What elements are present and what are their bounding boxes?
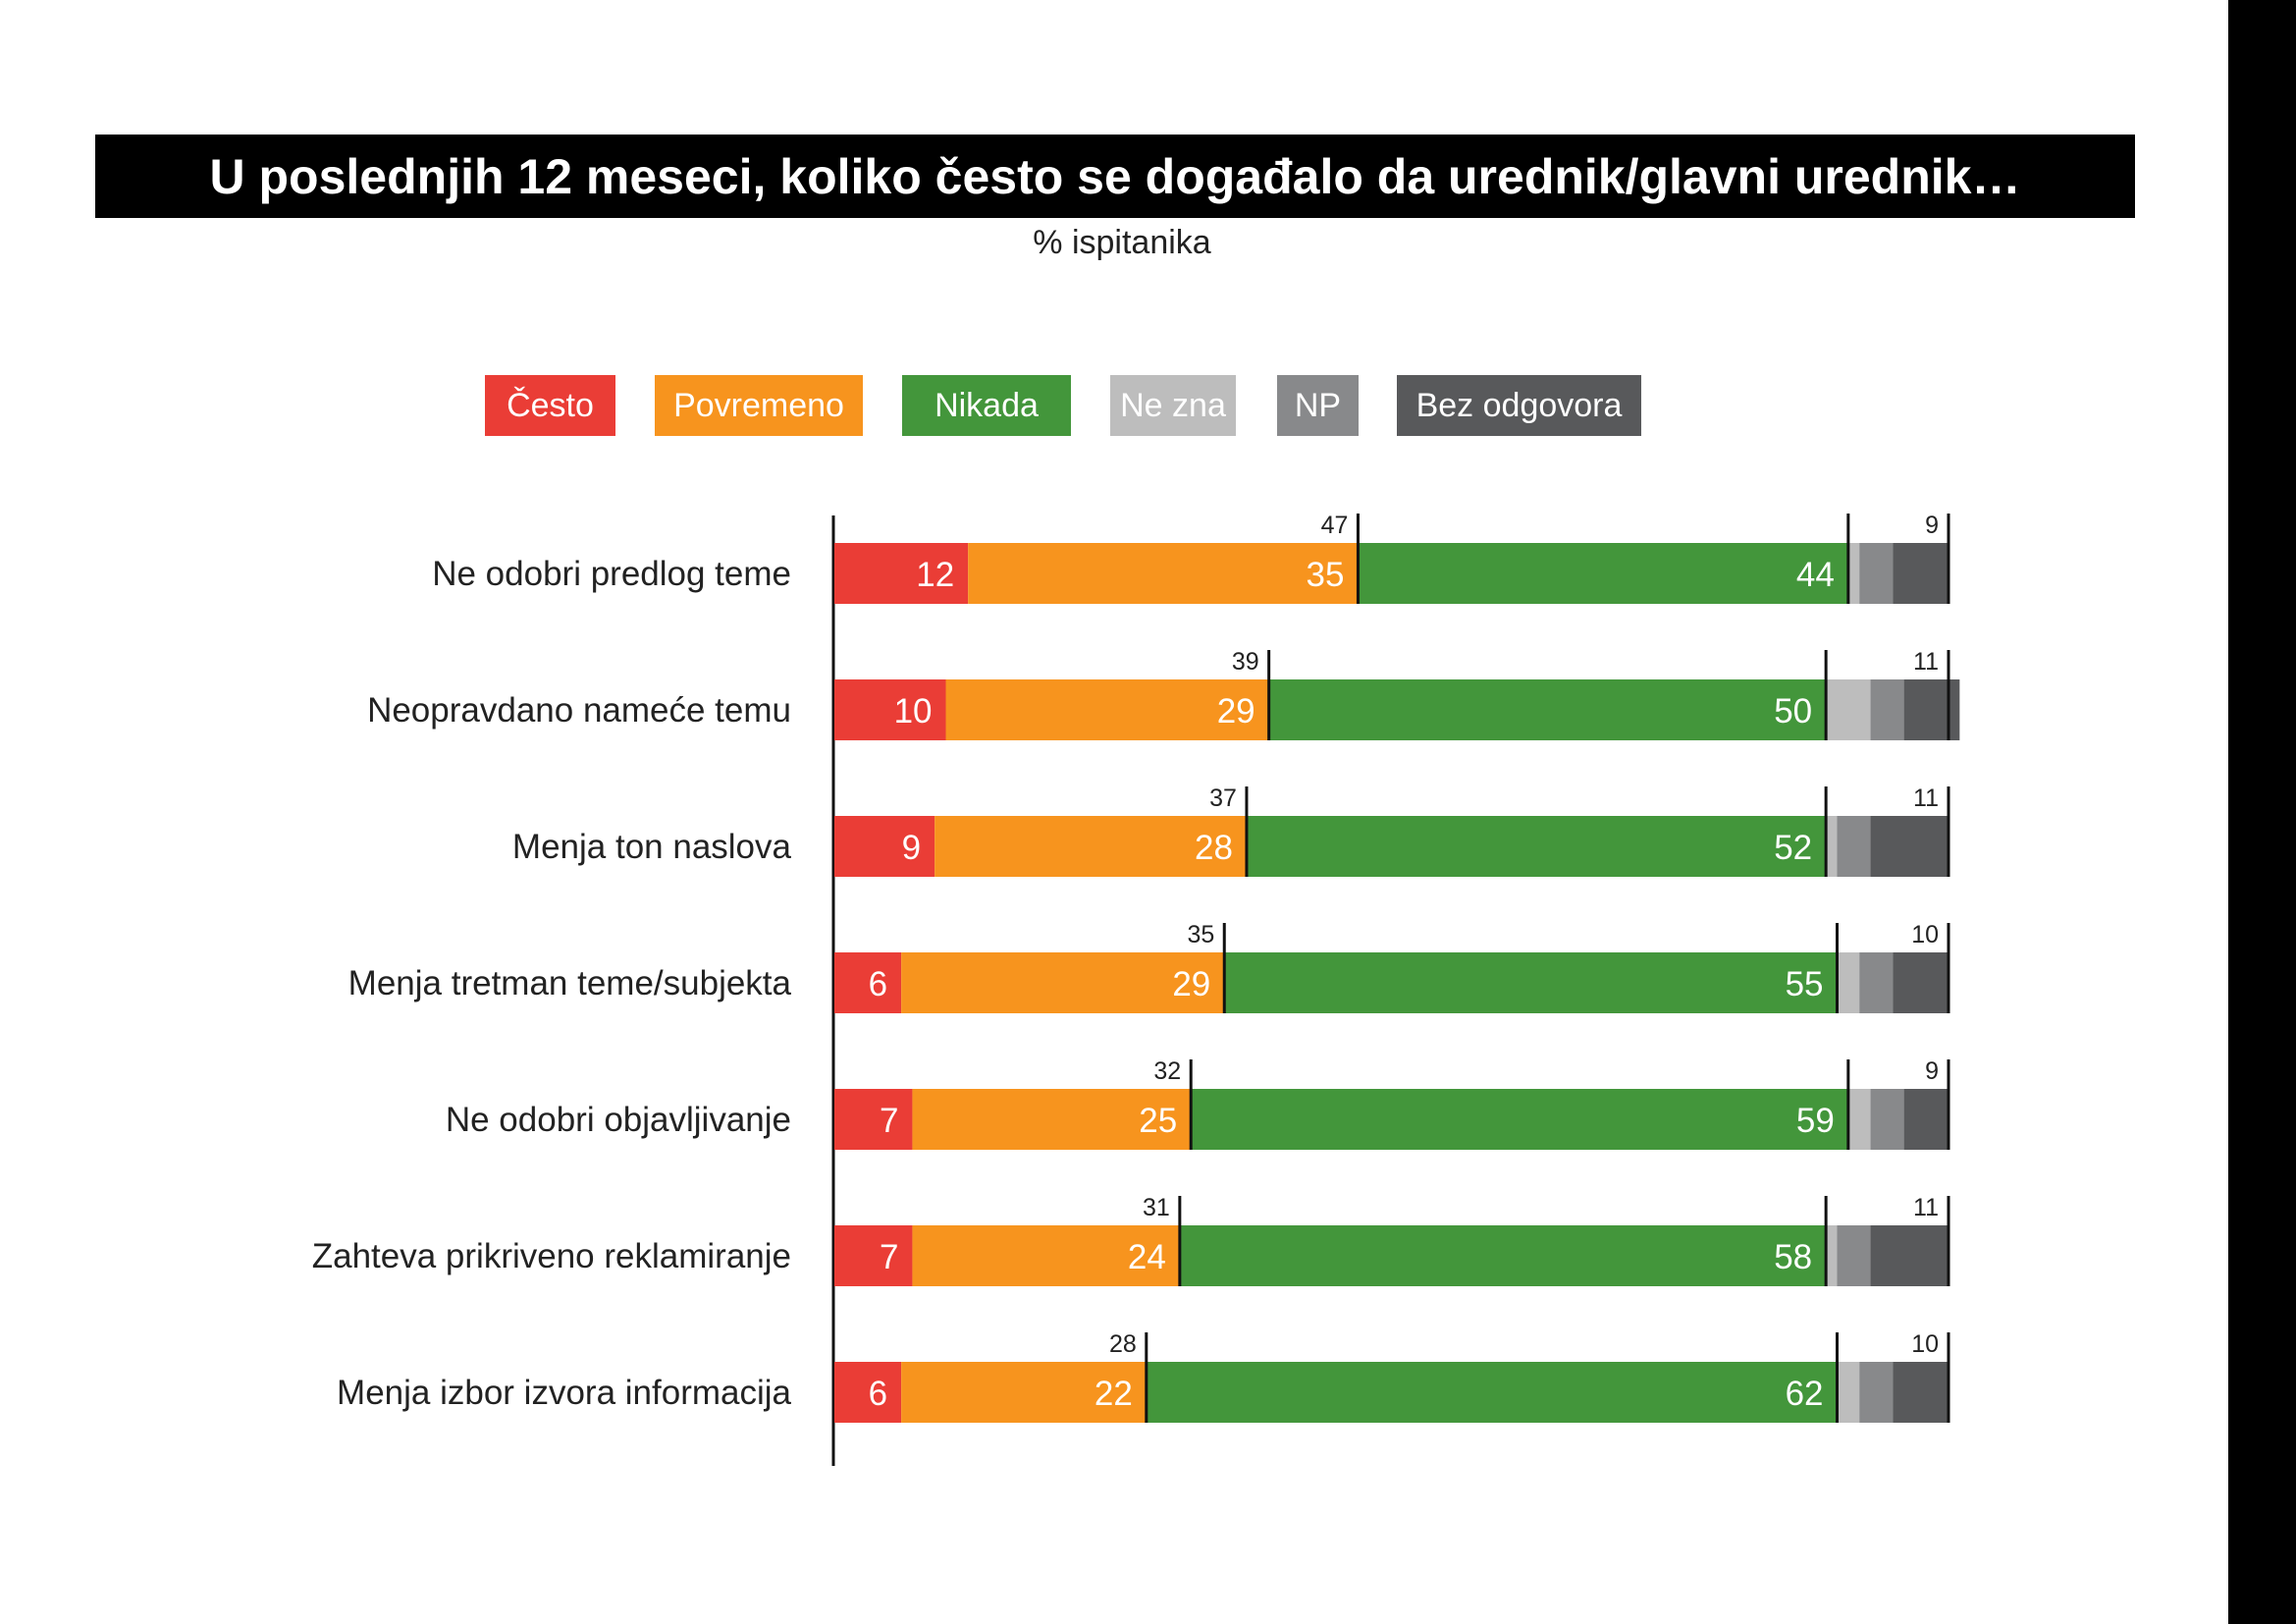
bar-segment-2 (1179, 1225, 1827, 1286)
total-right-label: 9 (1925, 1057, 1939, 1085)
total-right-label: 10 (1911, 1330, 1939, 1358)
category-label: Zahteva prikriveno reklamiranje (312, 1237, 791, 1275)
bar-segment-0 (834, 816, 935, 877)
bar-segment-4 (1859, 1362, 1894, 1423)
total-left-label: 31 (1143, 1194, 1170, 1221)
bar-value-label: 24 (1128, 1238, 1166, 1276)
bar-segment-4 (1837, 816, 1871, 877)
total-right-label: 10 (1911, 921, 1939, 948)
bar-segment-2 (1224, 952, 1838, 1013)
bar-segment-3 (1826, 1225, 1838, 1286)
total-right-label: 11 (1913, 648, 1939, 676)
total-left-label: 32 (1153, 1057, 1181, 1085)
bar-segment-5 (1893, 543, 1949, 604)
bar-segment-0 (834, 1225, 913, 1286)
bar-value-label: 25 (1139, 1102, 1177, 1140)
total-right-label: 11 (1913, 1194, 1939, 1221)
bar-segment-0 (834, 1362, 902, 1423)
bar-segment-2 (1358, 543, 1848, 604)
bar-segment-2 (1191, 1089, 1848, 1150)
bar-value-label: 44 (1796, 556, 1835, 594)
bar-segment-3 (1826, 679, 1871, 740)
category-label: Menja ton naslova (512, 828, 792, 866)
total-left-label: 37 (1209, 785, 1237, 812)
total-left-label: 28 (1109, 1330, 1137, 1358)
category-label: Ne odobri objavljivanje (446, 1101, 791, 1139)
bar-value-label: 52 (1774, 829, 1812, 867)
category-label: Neopravdano nameće temu (367, 691, 791, 730)
bar-value-label: 55 (1786, 965, 1824, 1003)
bar-segment-0 (834, 543, 969, 604)
bar-segment-1 (968, 543, 1359, 604)
total-right-label: 11 (1913, 785, 1939, 812)
bar-value-label: 10 (894, 692, 933, 731)
legend-item-np: NP (1277, 375, 1359, 436)
bar-segment-5 (1893, 952, 1949, 1013)
bar-value-label: 7 (880, 1238, 898, 1276)
bar-segment-5 (1903, 679, 1960, 740)
bar-segment-0 (834, 952, 902, 1013)
legend-item-nikada: Nikada (902, 375, 1071, 436)
bar-segment-5 (1870, 816, 1949, 877)
bar-segment-2 (1268, 679, 1827, 740)
bar-segment-1 (912, 1225, 1180, 1286)
bar-segment-2 (1246, 816, 1827, 877)
bar-segment-4 (1859, 952, 1894, 1013)
bar-value-label: 59 (1796, 1102, 1835, 1140)
legend-item-povremeno: Povremeno (655, 375, 863, 436)
bar-value-label: 12 (916, 556, 954, 594)
bar-segment-5 (1893, 1362, 1949, 1423)
bar-value-label: 50 (1774, 692, 1812, 731)
bar-segment-5 (1903, 1089, 1949, 1150)
category-label: Menja izbor izvora informacija (337, 1374, 791, 1412)
bar-segment-3 (1847, 1089, 1871, 1150)
bar-segment-4 (1859, 543, 1894, 604)
total-right-label: 9 (1925, 512, 1939, 539)
category-label: Ne odobri predlog teme (432, 555, 791, 593)
bar-value-label: 9 (902, 829, 921, 867)
bar-value-label: 6 (869, 965, 887, 1003)
total-left-label: 39 (1232, 648, 1259, 676)
bar-segment-4 (1870, 1089, 1904, 1150)
bar-value-label: 29 (1217, 692, 1255, 731)
bar-segment-5 (1870, 1225, 1949, 1286)
bar-segment-3 (1837, 952, 1860, 1013)
legend-item-cesto: Često (485, 375, 615, 436)
total-left-label: 35 (1187, 921, 1214, 948)
bar-segment-3 (1847, 543, 1860, 604)
bar-segment-1 (901, 952, 1225, 1013)
bar-segment-3 (1826, 816, 1838, 877)
bar-value-label: 6 (869, 1375, 887, 1413)
chart-title: U poslednjih 12 meseci, koliko često se … (95, 135, 2135, 218)
bar-value-label: 35 (1307, 556, 1345, 594)
bar-segment-3 (1837, 1362, 1860, 1423)
bar-segment-2 (1146, 1362, 1838, 1423)
bar-segment-4 (1870, 679, 1904, 740)
bar-value-label: 28 (1195, 829, 1233, 867)
bar-segment-1 (934, 816, 1247, 877)
bar-segment-1 (912, 1089, 1192, 1150)
bar-value-label: 62 (1786, 1375, 1824, 1413)
legend-item-ne-zna: Ne zna (1110, 375, 1236, 436)
bar-segment-1 (945, 679, 1269, 740)
bar-value-label: 7 (880, 1102, 898, 1140)
bar-value-label: 29 (1172, 965, 1210, 1003)
category-label: Menja tretman teme/subjekta (348, 964, 792, 1002)
legend-item-bez-odgovora: Bez odgovora (1397, 375, 1641, 436)
right-edge-strip (2228, 0, 2296, 1624)
bar-segment-1 (901, 1362, 1147, 1423)
bar-segment-4 (1837, 1225, 1871, 1286)
bar-segment-0 (834, 1089, 913, 1150)
bar-value-label: 22 (1095, 1375, 1133, 1413)
chart-subtitle: % ispitanika (1033, 224, 1211, 261)
bar-segment-0 (834, 679, 946, 740)
bar-value-label: 58 (1774, 1238, 1812, 1276)
total-left-label: 47 (1321, 512, 1349, 539)
